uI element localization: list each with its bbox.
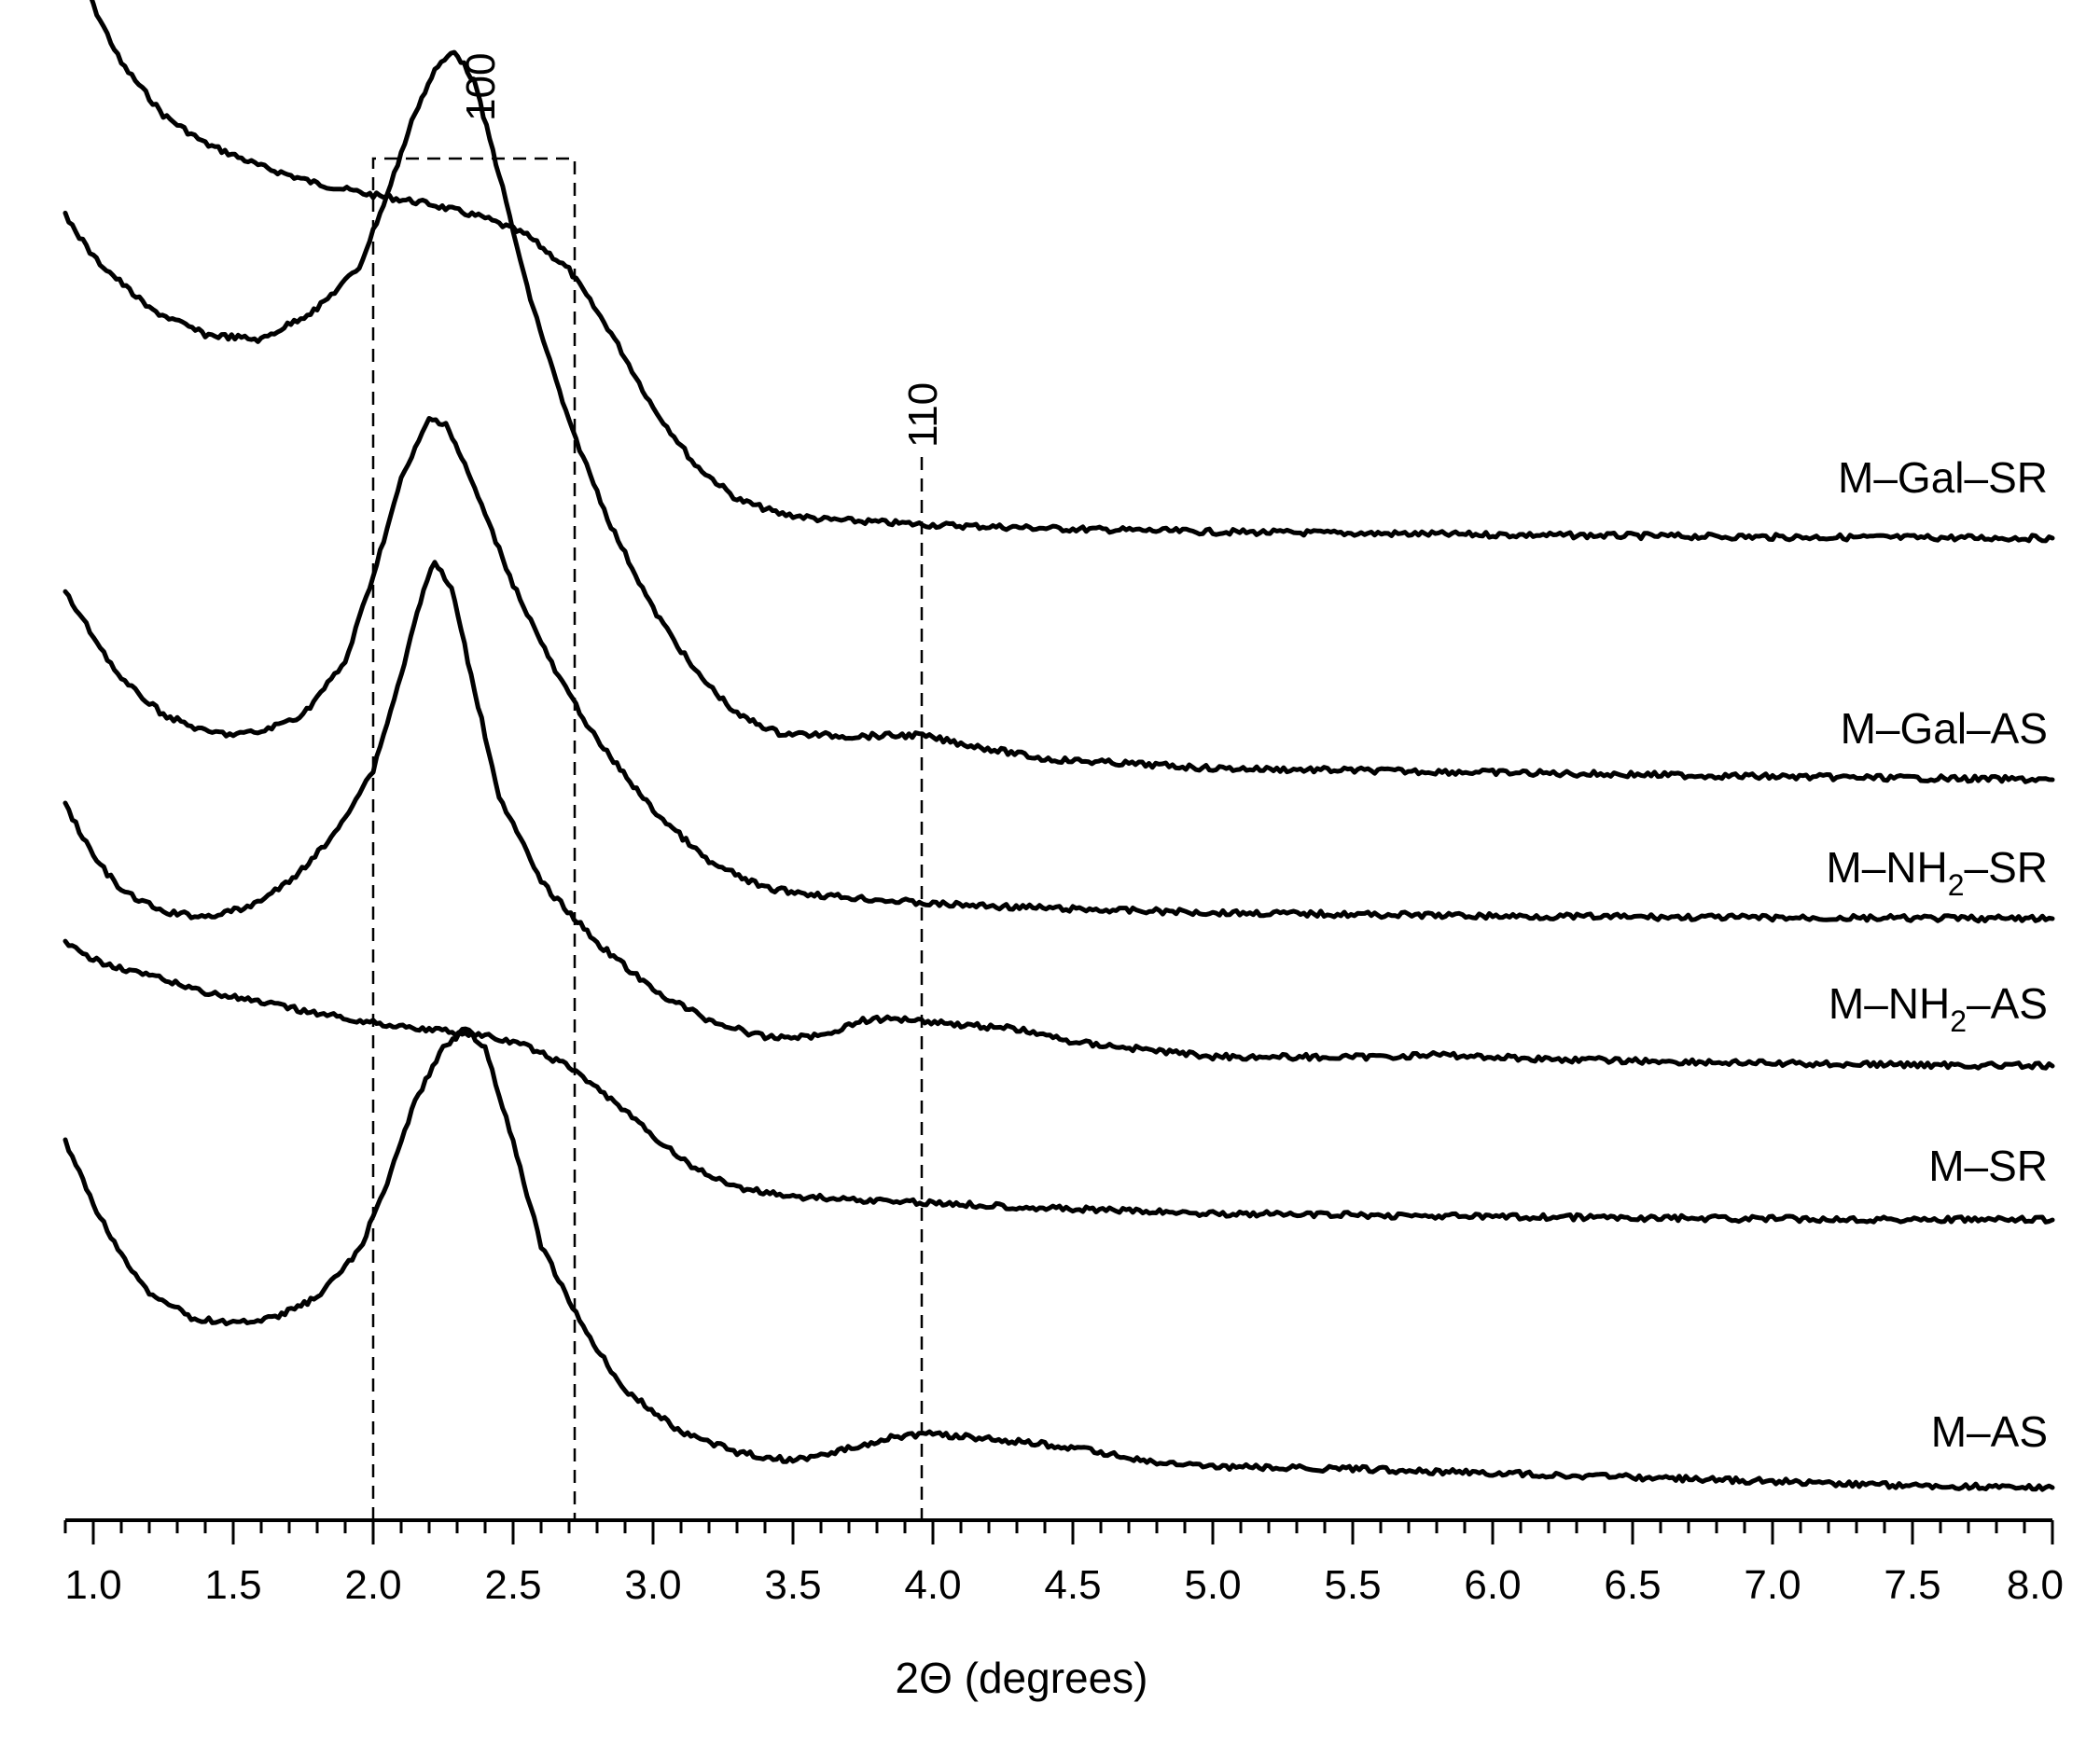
x-tick-label: 6.5 [1604,1562,1661,1608]
series-line [63,560,2055,1071]
x-tick-label: 4.5 [1044,1562,1101,1608]
x-tick-label: 4.0 [904,1562,961,1608]
x-tick-label: 1.5 [204,1562,261,1608]
series-label: M–NH2–AS [1829,979,2048,1038]
x-tick-label: 1.0 [64,1562,121,1608]
x-tick-label: 3.0 [624,1562,681,1608]
peak-100-box [371,157,577,1520]
series-line [63,49,2055,784]
x-tick-label: 7.0 [1744,1562,1801,1608]
peak-110-label: 110 [900,382,946,448]
series-label: M–NH2–SR [1826,843,2048,902]
series-label: M–AS [1931,1407,2048,1456]
x-tick-label: 2.0 [344,1562,401,1608]
x-tick-label: 5.5 [1324,1562,1381,1608]
x-tick-label: 7.5 [1884,1562,1940,1608]
series-label: M–Gal–AS [1841,704,2048,753]
x-tick-label: 3.5 [764,1562,821,1608]
x-tick-label: 6.0 [1464,1562,1521,1608]
x-axis-title: 2Θ (degrees) [895,1654,1147,1702]
series-line [89,0,2055,544]
series-line [63,1026,2055,1492]
x-tick-label: 5.0 [1184,1562,1241,1608]
series-label: M–Gal–SR [1838,453,2048,502]
series-line [63,938,2055,1225]
series-line [63,416,2055,924]
x-tick-label: 2.5 [484,1562,541,1608]
series-label: M–SR [1928,1142,2048,1190]
x-tick-label: 8.0 [2007,1562,2064,1608]
